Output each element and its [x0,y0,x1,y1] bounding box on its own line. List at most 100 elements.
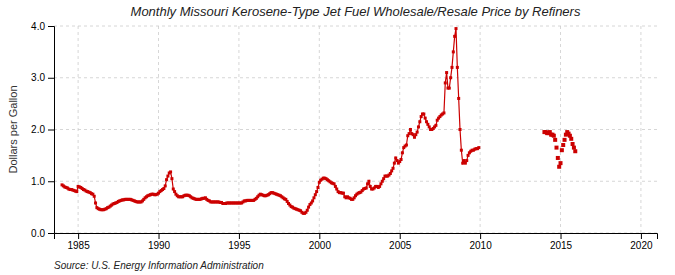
tick-mark [319,233,320,239]
marker [173,190,176,193]
marker [401,151,404,154]
tick-label: 2020 [630,240,653,251]
title: Monthly Missouri Kerosene-Type Jet Fuel … [131,4,581,19]
marker [94,201,97,204]
tick-label: 2010 [469,240,492,251]
marker [162,187,165,190]
marker [425,120,428,123]
marker [417,125,420,128]
marker [563,138,567,142]
marker [420,115,423,118]
marker [457,97,460,100]
marker [461,162,464,165]
tick-label: 0.0 [31,228,45,239]
marker [413,136,416,139]
series [542,130,577,169]
marker [456,66,459,69]
marker [560,148,564,152]
tick-mark [48,26,54,27]
marker [555,146,559,150]
marker [393,162,396,165]
tick-label: 3.0 [31,72,45,83]
marker [426,123,429,126]
marker [442,111,445,114]
marker [333,182,336,185]
marker [573,149,577,153]
grid [54,26,657,233]
marker [477,146,480,149]
marker [422,112,425,115]
x-tick: 1985 [67,233,90,251]
marker [166,175,169,178]
marker [408,132,411,135]
marker [414,133,417,136]
grid-line [54,26,657,27]
marker [561,143,565,147]
tick-label: 2.0 [31,124,45,135]
marker [400,158,403,161]
y-axis: 0.0 1.0 2.0 3.0 4.0 [31,21,54,239]
y-axis-line [48,27,55,234]
tick-mark [48,233,54,234]
marker [455,27,458,30]
marker [459,128,462,131]
y-tick: 2.0 [31,124,54,135]
marker [569,137,573,141]
marker [552,134,556,138]
tick-label: 2005 [389,240,412,251]
marker [467,154,470,157]
tick-mark [48,130,54,131]
grid-line [640,26,641,233]
marker [428,125,431,128]
line [62,29,479,214]
marker [434,124,437,127]
plot: 198519901995200020052010201520200.01.02.… [31,21,657,251]
marker [464,162,467,165]
chart: 198519901995200020052010201520200.01.02.… [0,0,675,275]
marker [334,185,337,188]
y-tick: 1.0 [31,176,54,187]
tick-mark [48,181,54,182]
marker [379,182,382,185]
marker [444,81,447,84]
tick-label: 2000 [309,240,332,251]
grid-line [399,26,400,233]
grid-line [54,77,657,78]
marker [463,159,466,162]
tick-mark [48,78,54,79]
marker [465,159,468,162]
x-tick: 1995 [228,233,251,251]
marker [409,128,412,131]
tick-mark [78,233,79,239]
marker [453,35,456,38]
marker [75,190,78,193]
marker [93,195,96,198]
grid-line [54,181,657,182]
x-tick: 2000 [309,233,332,251]
tick-label: 1985 [67,240,90,251]
tick-label: 1.0 [31,176,45,187]
marker [316,186,319,189]
tick-mark [239,233,240,239]
annotation: Source: U.S. Energy Information Administ… [54,260,264,271]
data [61,27,578,215]
y-tick: 4.0 [31,21,54,32]
marker [381,180,384,183]
x-axis-line [55,234,658,240]
tick-mark [641,233,642,239]
marker [382,177,385,180]
marker [449,76,452,79]
y-tick: 0.0 [31,228,54,239]
marker [389,172,392,175]
marker [460,149,463,152]
x-tick: 2020 [630,233,653,251]
marker [366,182,369,185]
marker [571,142,575,146]
marker [390,169,393,172]
marker [342,192,345,195]
y-tick: 3.0 [31,72,54,83]
marker [556,156,560,160]
marker [396,159,399,162]
marker [169,170,172,173]
marker [367,180,370,183]
